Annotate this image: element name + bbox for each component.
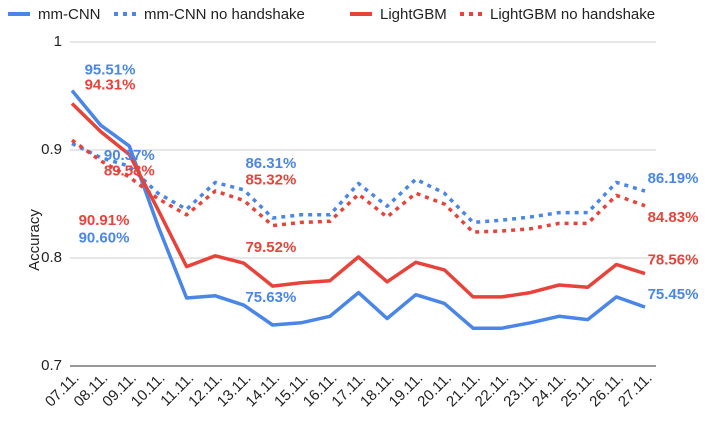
- data-label: 86.31%: [245, 155, 296, 172]
- data-label: 75.63%: [245, 289, 296, 306]
- data-label: 94.31%: [85, 76, 136, 93]
- series-line: [70, 89, 646, 330]
- data-label: 90.37%: [104, 147, 155, 164]
- data-label: 78.56%: [648, 252, 699, 269]
- y-tick-label: 0.9: [41, 141, 62, 158]
- data-label: 84.83%: [648, 209, 699, 226]
- y-axis-label: Accuracy: [26, 209, 43, 271]
- series-line: [70, 138, 646, 234]
- data-label: 79.52%: [245, 239, 296, 256]
- legend-label: mm-CNN no handshake: [144, 6, 305, 23]
- data-label: 86.19%: [648, 170, 699, 187]
- data-label: 89.58%: [104, 163, 155, 180]
- legend-label: LightGBM no handshake: [490, 6, 655, 23]
- data-label: 95.51%: [85, 61, 136, 78]
- legend-label: mm-CNN: [38, 6, 100, 23]
- data-label: 90.91%: [79, 212, 130, 229]
- y-tick-label: 0.8: [41, 249, 62, 266]
- series-line: [70, 102, 646, 299]
- data-label: 75.45%: [648, 286, 699, 303]
- data-label: 90.60%: [79, 229, 130, 246]
- legend-label: LightGBM: [380, 6, 447, 23]
- data-label: 85.32%: [245, 172, 296, 189]
- y-tick-label: 0.7: [41, 357, 62, 374]
- y-tick-label: 1: [54, 33, 62, 50]
- series-line: [71, 141, 646, 225]
